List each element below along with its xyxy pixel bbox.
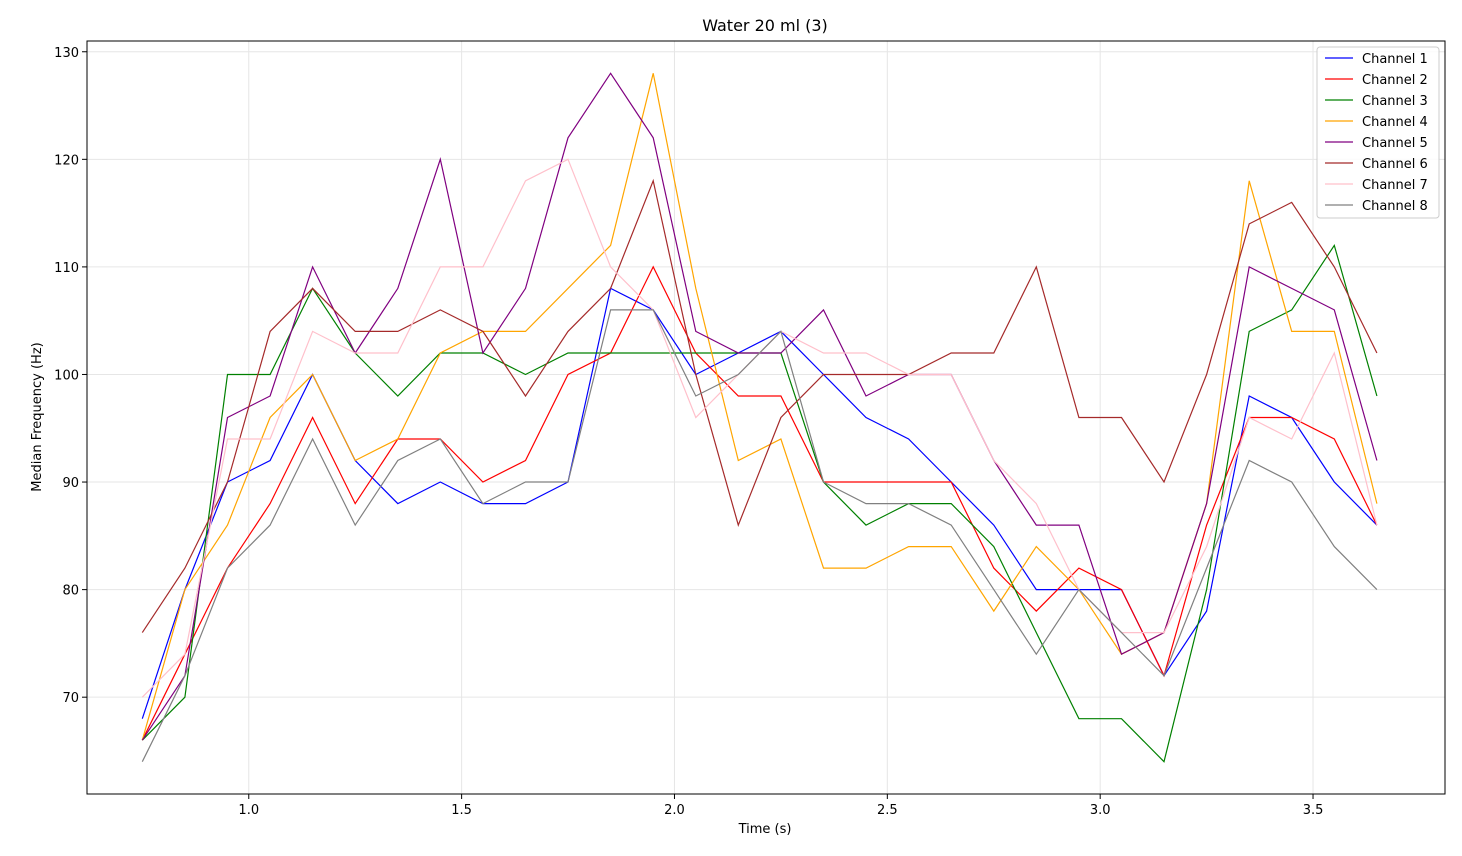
grid [87,41,1445,794]
legend-label: Channel 7 [1362,178,1428,193]
legend-label: Channel 3 [1362,94,1428,109]
y-tick-label: 130 [54,46,79,61]
x-tick-label: 2.5 [877,803,898,818]
legend-label: Channel 1 [1362,52,1428,67]
legend: Channel 1 Channel 2 Channel 3 Channel 4 Chan… [1316,46,1440,219]
chart-title: Water 20 ml (3) [702,16,828,35]
legend-label: Channel 5 [1362,136,1428,151]
x-axis-ticks: 1.0 1.5 2.0 2.5 3.0 3.5 [238,794,1323,818]
series-line-channel-8 [141,309,1378,762]
x-tick-label: 3.0 [1090,803,1111,818]
x-tick-label: 1.0 [238,803,259,818]
legend-box [1316,46,1440,219]
legend-label: Channel 8 [1362,199,1428,214]
y-axis-ticks: 70 80 90 100 110 120 130 [54,46,87,706]
y-tick-label: 70 [62,691,79,706]
legend-label: Channel 4 [1362,115,1428,130]
y-axis-label: Median Frequency (Hz) [30,342,45,491]
series-line-channel-6 [141,178,1378,633]
legend-label: Channel 2 [1362,73,1428,88]
series-lines [141,72,1378,763]
legend-label: Channel 6 [1362,157,1428,172]
y-tick-label: 110 [54,261,79,276]
x-tick-label: 1.5 [451,803,472,818]
series-line-channel-2 [141,265,1378,741]
y-tick-label: 100 [54,368,79,383]
y-tick-label: 120 [54,153,79,168]
x-axis-label: Time (s) [738,822,792,837]
y-tick-label: 80 [62,584,79,599]
x-tick-label: 3.5 [1303,803,1324,818]
y-tick-label: 90 [62,476,79,491]
plot-frame [86,40,1446,795]
x-tick-label: 2.0 [664,803,685,818]
